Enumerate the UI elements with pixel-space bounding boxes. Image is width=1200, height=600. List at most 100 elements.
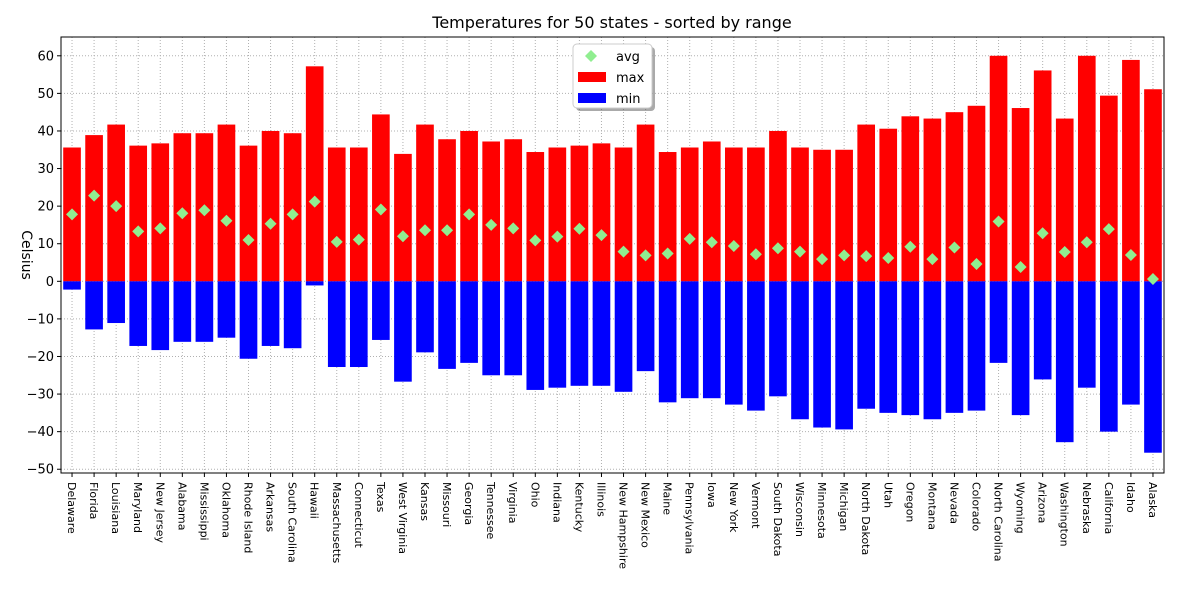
avg-point <box>264 217 277 230</box>
bar-max <box>261 130 280 282</box>
bar-min <box>372 281 390 340</box>
bar-min <box>327 281 346 368</box>
bar-max <box>85 135 103 282</box>
avg-point <box>88 189 101 202</box>
bar-max <box>835 149 853 282</box>
avg-point <box>507 222 520 235</box>
avg-point <box>771 242 784 255</box>
bar-max <box>702 141 721 282</box>
bar-min <box>305 281 324 286</box>
bar-min <box>1011 281 1030 416</box>
avg-point <box>66 208 79 221</box>
x-tick-label: Minnesota <box>815 482 828 539</box>
y-tick-label: −30 <box>27 388 54 403</box>
x-tick-label: California <box>1102 482 1115 534</box>
avg-point <box>727 239 740 252</box>
avg-point <box>860 250 873 263</box>
legend-max-label: max <box>616 71 645 86</box>
bar-max <box>305 66 324 282</box>
bar-min <box>261 281 280 346</box>
avg-point <box>220 214 233 227</box>
x-tick-label: Oklahoma <box>219 482 232 538</box>
avg-point <box>1102 223 1115 236</box>
bar-min <box>438 281 456 369</box>
x-tick-label: Rhode Island <box>242 482 255 553</box>
bar-min <box>195 281 214 342</box>
bar-max <box>151 143 170 282</box>
legend-min-swatch <box>578 93 606 103</box>
x-tick-label: Missouri <box>440 482 453 527</box>
x-tick-label: Michigan <box>837 482 850 531</box>
bar-min <box>769 281 787 397</box>
x-tick-label: Kentucky <box>572 482 585 533</box>
bar-min <box>1077 281 1096 388</box>
bar-min <box>349 281 368 368</box>
x-tick-label: New Hampshire <box>617 482 630 569</box>
bar-min <box>725 281 743 405</box>
x-tick-label: Maryland <box>131 482 144 533</box>
bar-min <box>1055 281 1074 443</box>
legend-min-label: min <box>616 92 641 107</box>
avg-point <box>683 232 696 245</box>
bar-min <box>945 281 964 413</box>
x-tick-label: West Virginia <box>396 482 409 554</box>
bar-max <box>283 133 302 282</box>
bar-min <box>217 281 236 338</box>
bar-max <box>967 105 986 282</box>
bar-max <box>945 112 964 282</box>
x-tick-label: Iowa <box>705 482 718 508</box>
avg-point <box>904 240 917 253</box>
bar-max <box>813 149 831 282</box>
bar-max <box>747 147 765 282</box>
avg-point <box>308 195 321 208</box>
bar-max <box>1033 70 1052 282</box>
bar-min <box>791 281 809 420</box>
bar-min <box>482 281 500 376</box>
x-tick-label: Nevada <box>947 482 960 524</box>
bar-min <box>526 281 545 390</box>
x-tick-label: Arizona <box>1036 482 1049 523</box>
bar-max <box>394 153 412 282</box>
avg-point <box>661 247 674 260</box>
avg-point <box>948 241 961 254</box>
legend-avg-marker <box>585 50 597 62</box>
x-tick-label: Idaho <box>1124 482 1137 513</box>
bar-max <box>327 147 346 282</box>
x-tick-label: Vermont <box>749 482 762 529</box>
x-tick-label: Colorado <box>969 482 982 531</box>
bar-min <box>1122 281 1140 405</box>
x-tick-label: Georgia <box>462 482 475 525</box>
y-tick-label: 20 <box>37 200 54 215</box>
avg-point <box>1014 261 1027 274</box>
avg-point <box>441 224 454 237</box>
bar-max <box>680 147 699 282</box>
bar-max <box>636 124 655 282</box>
legend-max-swatch <box>578 72 606 82</box>
bar-min <box>504 281 523 376</box>
x-tick-label: Florida <box>87 482 100 519</box>
bar-min <box>1100 281 1118 432</box>
bar-min <box>813 281 831 428</box>
bar-min <box>967 281 986 411</box>
x-tick-label: Montana <box>925 482 938 530</box>
y-tick-label: −40 <box>27 425 54 440</box>
x-tick-label: South Dakota <box>771 482 784 556</box>
avg-point <box>110 200 123 213</box>
avg-point <box>882 252 895 265</box>
bar-max <box>658 152 677 282</box>
avg-point <box>970 258 983 271</box>
avg-point <box>749 248 762 261</box>
x-tick-label: North Carolina <box>992 482 1005 562</box>
legend-avg-label: avg <box>616 50 640 65</box>
avg-point <box>176 207 189 220</box>
bar-max <box>614 147 633 282</box>
bar-min <box>658 281 677 403</box>
bar-min <box>857 281 876 409</box>
bar-min <box>614 281 633 392</box>
bar-min <box>151 281 170 351</box>
bar-max <box>923 118 942 282</box>
bar-max <box>460 130 478 282</box>
bar-max <box>1055 118 1074 282</box>
bar-max <box>1077 55 1096 282</box>
x-tick-label: Washington <box>1058 482 1071 547</box>
